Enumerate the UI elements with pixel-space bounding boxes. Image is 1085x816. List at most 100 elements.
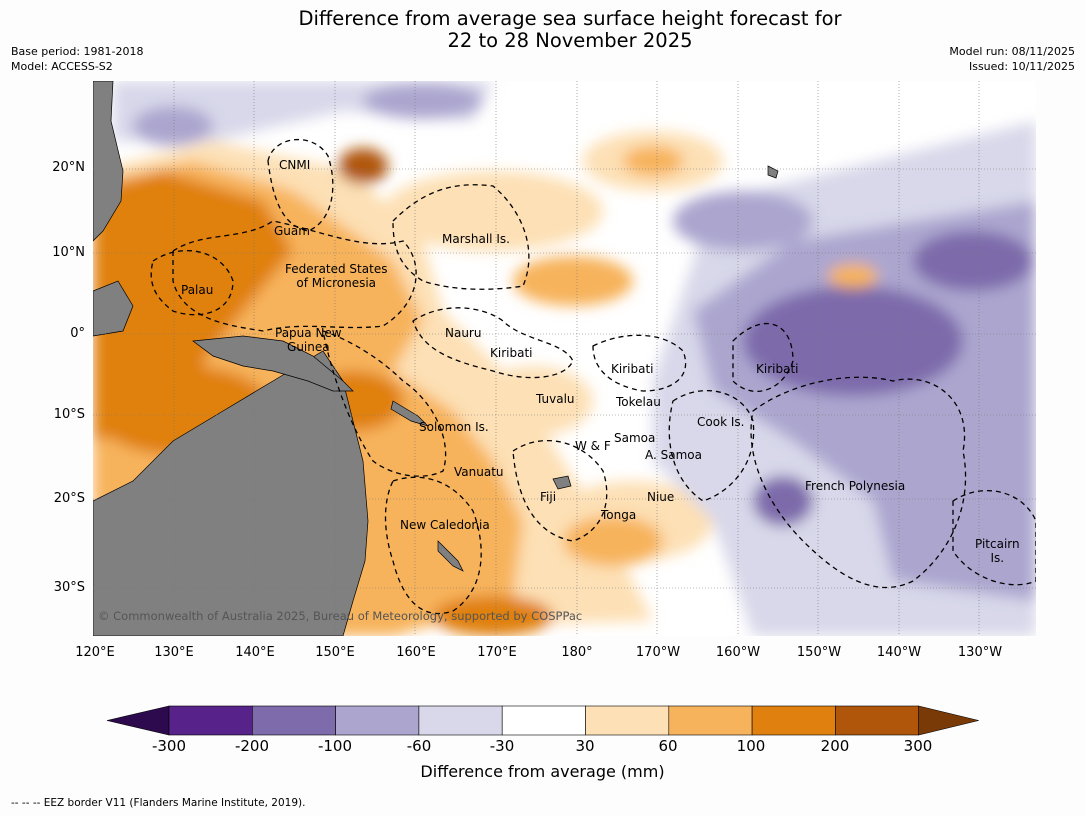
- label-fiji: Fiji: [540, 490, 557, 504]
- label-kiribati-central: Kiribati: [611, 362, 654, 376]
- eez-cnmi: [267, 139, 334, 232]
- anomaly-orange-tonga-core: [563, 516, 663, 566]
- label-solomon: Solomon Is.: [419, 420, 489, 434]
- eez-kiribati-phoenix: [592, 334, 687, 392]
- label-cook: Cook Is.: [697, 415, 745, 429]
- anomaly-brown-tasman: [433, 596, 553, 636]
- label-kiribati-west: Kiribati: [490, 346, 533, 360]
- colorbar-bin: [668, 705, 753, 736]
- lat-tick-30s: 30°S: [53, 580, 85, 595]
- colorbar-bin: [835, 705, 920, 736]
- colorbar-title: Difference from average (mm): [420, 762, 665, 781]
- base-period: Base period: 1981-2018: [11, 45, 144, 58]
- lon-tick-160w: 160°W: [715, 645, 761, 660]
- meta-right: Model run: 08/11/2025 Issued: 10/11/2025: [949, 44, 1075, 74]
- anomaly-purple-north-west: [133, 106, 213, 146]
- copyright-text: © Commonwealth of Australia 2025, Bureau…: [98, 609, 582, 623]
- label-tonga: Tonga: [601, 508, 637, 522]
- eez-borders: [150, 139, 1036, 615]
- graticule: [93, 81, 1036, 636]
- lat-tick-20s: 20°S: [53, 491, 85, 506]
- anomaly-dark-purple-east: [743, 286, 963, 396]
- colorbar-label: -60: [406, 737, 432, 755]
- issued-date: Issued: 10/11/2025: [968, 60, 1075, 73]
- eez-nauru-kiribati: [412, 307, 574, 379]
- label-american-samoa: A. Samoa: [645, 448, 702, 462]
- land-solomon: [390, 400, 429, 427]
- chart-title: Difference from average sea surface heig…: [0, 8, 1085, 52]
- colorbar-bin: [418, 705, 503, 736]
- eez-cook: [668, 389, 755, 502]
- label-french-polynesia: French Polynesia: [805, 479, 906, 493]
- lat-tick-0: 0°: [70, 326, 85, 341]
- label-marshall: Marshall Is.: [442, 232, 510, 246]
- title-line-1: Difference from average sea surface heig…: [298, 7, 842, 30]
- lon-tick-150e: 150°E: [315, 645, 355, 660]
- anomaly-orange-north-core: [623, 146, 683, 176]
- land-fiji: [552, 475, 572, 490]
- colorbar-bin: [252, 705, 336, 736]
- eez-marshall: [392, 184, 530, 290]
- label-pitcairn: Pitcairn Is.: [975, 537, 1020, 565]
- colorbar-bin: [751, 705, 836, 736]
- lat-tick-10s: 10°S: [53, 407, 85, 422]
- colorbar-bin: [501, 705, 586, 736]
- anomaly-brown-cnmi: [338, 148, 388, 184]
- lon-tick-180: 180°: [561, 645, 593, 660]
- land-australia: [93, 350, 369, 636]
- anomaly-orange-marshall-core: [513, 256, 633, 306]
- colorbar-label: -200: [234, 737, 270, 755]
- eez-palau: [150, 249, 234, 316]
- label-fsm: Federated States of Micronesia: [285, 262, 387, 290]
- anomaly-purple-central: [673, 191, 813, 251]
- label-vanuatu: Vanuatu: [454, 465, 504, 479]
- label-png-2: Guinea: [287, 340, 330, 354]
- label-new-caledonia: New Caledonia: [400, 518, 490, 532]
- lon-tick-140w: 140°W: [876, 645, 922, 660]
- anomaly-dark-purple-ne: [913, 231, 1033, 291]
- colorbar-under-arrow: [106, 705, 170, 736]
- label-fsm-2: of Micronesia: [296, 276, 377, 290]
- label-wallis-futuna: W & F: [575, 439, 611, 453]
- anomaly-orange-east-spot: [828, 264, 878, 288]
- colorbar-label: -100: [317, 737, 353, 755]
- label-samoa: Samoa: [614, 431, 656, 445]
- lon-tick-170e: 170°E: [477, 645, 517, 660]
- model-run: Model run: 08/11/2025: [949, 45, 1075, 58]
- meta-left: Base period: 1981-2018 Model: ACCESS-S2: [11, 44, 143, 74]
- label-pitcairn-1: Pitcairn: [975, 537, 1020, 551]
- colorbar-label: 300: [903, 737, 933, 755]
- label-niue: Niue: [647, 490, 675, 504]
- colorbar-bin: [168, 705, 253, 736]
- land-new-caledonia: [437, 540, 464, 572]
- label-png: Papua New Guinea: [275, 326, 342, 354]
- eez-kiribati-line: [732, 323, 794, 392]
- land-borneo: [93, 280, 134, 337]
- map-svg: © Commonwealth of Australia 2025, Bureau…: [93, 81, 1036, 636]
- map-panel: © Commonwealth of Australia 2025, Bureau…: [93, 81, 1036, 636]
- title-line-2: 22 to 28 November 2025: [447, 29, 693, 52]
- colorbar-label: 200: [820, 737, 850, 755]
- land: [93, 81, 779, 636]
- colorbar-label: 100: [736, 737, 766, 755]
- colorbar-over-arrow: [918, 705, 979, 736]
- lon-tick-140e: 140°E: [235, 645, 275, 660]
- lon-tick-170w: 170°W: [635, 645, 681, 660]
- anomaly-orange-tuvalu: [473, 366, 593, 436]
- colorbar-label: 60: [658, 737, 678, 755]
- eez-vanuatu-nc: [384, 476, 482, 615]
- colorbar-label: -300: [151, 737, 187, 755]
- lon-tick-150w: 150°W: [796, 645, 842, 660]
- lat-tick-10n: 10°N: [52, 245, 85, 260]
- land-philippines: [93, 81, 124, 242]
- anomaly-purple-north-mid: [363, 83, 483, 119]
- lon-tick-120e: 120°E: [75, 645, 115, 660]
- label-nauru: Nauru: [445, 326, 482, 340]
- eez-pitcairn: [952, 489, 1036, 586]
- label-cnmi: CNMI: [279, 158, 311, 172]
- colorbar-label: 30: [575, 737, 595, 755]
- label-png-1: Papua New: [275, 326, 342, 340]
- anomaly-dark-purple-south: [753, 476, 813, 526]
- eez-fsm: [172, 220, 417, 332]
- label-tuvalu: Tuvalu: [536, 392, 575, 406]
